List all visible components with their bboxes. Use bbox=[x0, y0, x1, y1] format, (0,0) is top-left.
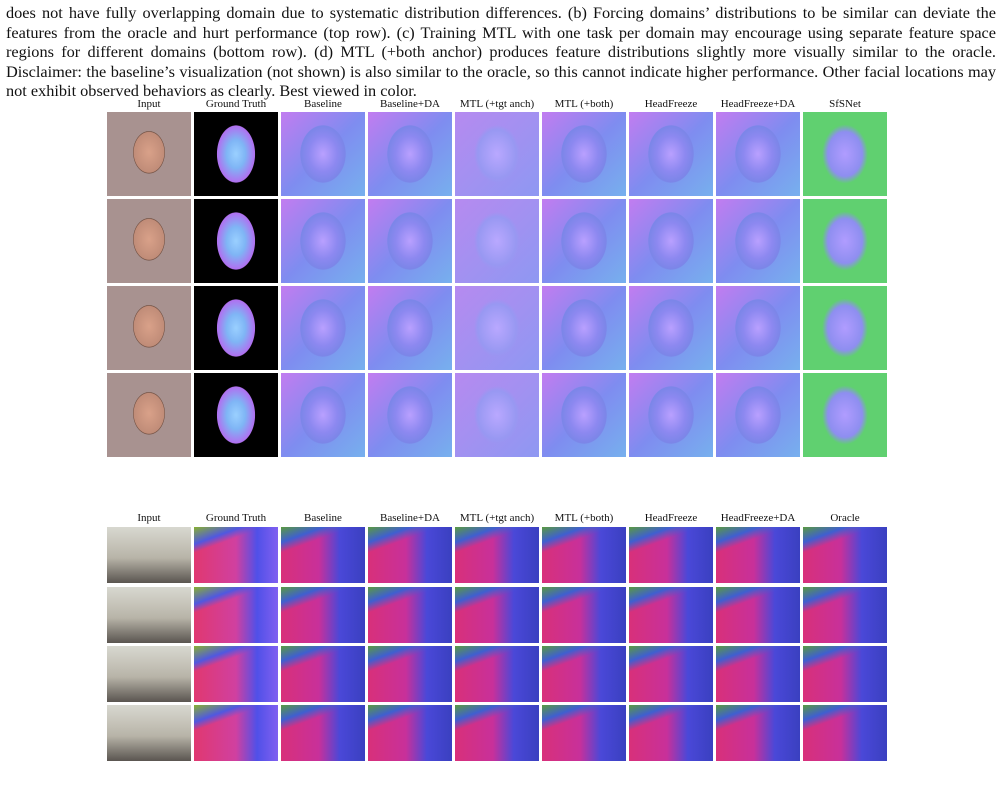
column-header: Baseline+DA bbox=[380, 98, 440, 110]
figure-image bbox=[194, 112, 278, 196]
figure-image bbox=[455, 286, 539, 370]
figure-image bbox=[629, 705, 713, 761]
figure-image bbox=[629, 112, 713, 196]
figure-image bbox=[368, 112, 452, 196]
figure-image bbox=[281, 373, 365, 457]
figure-image bbox=[803, 199, 887, 283]
figure-image bbox=[542, 527, 626, 583]
figure-image bbox=[281, 646, 365, 702]
column-header: Oracle bbox=[830, 512, 860, 524]
figure-image bbox=[455, 199, 539, 283]
figure-image bbox=[194, 587, 278, 643]
figure-image bbox=[107, 646, 191, 702]
figure-image bbox=[107, 199, 191, 283]
figure-image bbox=[194, 646, 278, 702]
figure-image bbox=[542, 705, 626, 761]
figure-image bbox=[716, 286, 800, 370]
figure-image bbox=[542, 112, 626, 196]
figure-image bbox=[716, 587, 800, 643]
caption: does not have fully overlapping domain d… bbox=[6, 3, 996, 101]
column-header: MTL (+tgt anch) bbox=[459, 512, 535, 524]
column-header: HeadFreeze+DA bbox=[720, 512, 796, 524]
figure-image bbox=[281, 199, 365, 283]
column-header: Input bbox=[137, 512, 161, 524]
figure-image bbox=[455, 373, 539, 457]
figure-image bbox=[716, 199, 800, 283]
figure-image bbox=[281, 527, 365, 583]
figure-image bbox=[281, 286, 365, 370]
figure-image bbox=[368, 373, 452, 457]
figure-image bbox=[716, 373, 800, 457]
figure-image bbox=[455, 587, 539, 643]
figure-image bbox=[281, 112, 365, 196]
figure-image bbox=[542, 373, 626, 457]
figure-image bbox=[803, 373, 887, 457]
figure-image bbox=[107, 112, 191, 196]
column-header: MTL (+both) bbox=[554, 512, 614, 524]
column-header: HeadFreeze bbox=[644, 98, 698, 110]
column-header: Input bbox=[137, 98, 161, 110]
figure-image bbox=[803, 112, 887, 196]
column-header: SfSNet bbox=[829, 98, 861, 110]
figure-image bbox=[629, 199, 713, 283]
column-header: Baseline bbox=[304, 98, 342, 110]
figure-image bbox=[716, 527, 800, 583]
figure-image bbox=[716, 646, 800, 702]
column-header: Ground Truth bbox=[205, 98, 267, 110]
column-header: HeadFreeze+DA bbox=[720, 98, 796, 110]
figure-image bbox=[194, 705, 278, 761]
figure-image bbox=[368, 286, 452, 370]
figure-image bbox=[368, 587, 452, 643]
figure-image bbox=[455, 112, 539, 196]
figure-image bbox=[629, 373, 713, 457]
figure-image bbox=[107, 705, 191, 761]
figure-image bbox=[803, 646, 887, 702]
figure-image bbox=[803, 587, 887, 643]
column-header: MTL (+both) bbox=[554, 98, 614, 110]
figure-image bbox=[107, 527, 191, 583]
column-header: Ground Truth bbox=[205, 512, 267, 524]
figure-image bbox=[542, 286, 626, 370]
figure-image bbox=[803, 286, 887, 370]
figure-image bbox=[194, 373, 278, 457]
figure-image bbox=[716, 705, 800, 761]
figure-image bbox=[716, 112, 800, 196]
column-header: MTL (+tgt anch) bbox=[459, 98, 535, 110]
figure-image bbox=[194, 286, 278, 370]
figure-image bbox=[368, 646, 452, 702]
figure-image bbox=[542, 587, 626, 643]
column-header: Baseline+DA bbox=[380, 512, 440, 524]
figure-image bbox=[629, 527, 713, 583]
figure-image bbox=[629, 646, 713, 702]
figure-image bbox=[107, 373, 191, 457]
figure-image bbox=[455, 646, 539, 702]
figure-image bbox=[107, 286, 191, 370]
figure-image bbox=[368, 705, 452, 761]
figure-image bbox=[107, 587, 191, 643]
figure-image bbox=[281, 705, 365, 761]
figure-image bbox=[281, 587, 365, 643]
figure-image bbox=[455, 527, 539, 583]
figure-image bbox=[368, 199, 452, 283]
figure-image bbox=[803, 527, 887, 583]
figure-image bbox=[542, 199, 626, 283]
figure-image bbox=[194, 527, 278, 583]
column-header: Baseline bbox=[304, 512, 342, 524]
figure-image bbox=[455, 705, 539, 761]
figure-image bbox=[194, 199, 278, 283]
column-header: HeadFreeze bbox=[644, 512, 698, 524]
figure-image bbox=[542, 646, 626, 702]
figure-image bbox=[629, 587, 713, 643]
figure-image bbox=[629, 286, 713, 370]
figure-image bbox=[368, 527, 452, 583]
figure-image bbox=[803, 705, 887, 761]
